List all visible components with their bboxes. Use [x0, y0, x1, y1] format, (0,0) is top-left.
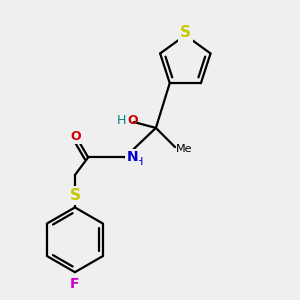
Text: O: O [70, 130, 81, 143]
Text: S: S [70, 188, 81, 203]
Text: H: H [117, 114, 126, 127]
Text: S: S [180, 25, 191, 40]
Text: Me: Me [176, 143, 192, 154]
Text: N: N [126, 150, 138, 164]
Text: H: H [135, 157, 143, 167]
Text: O: O [127, 114, 138, 127]
Text: F: F [70, 278, 80, 292]
